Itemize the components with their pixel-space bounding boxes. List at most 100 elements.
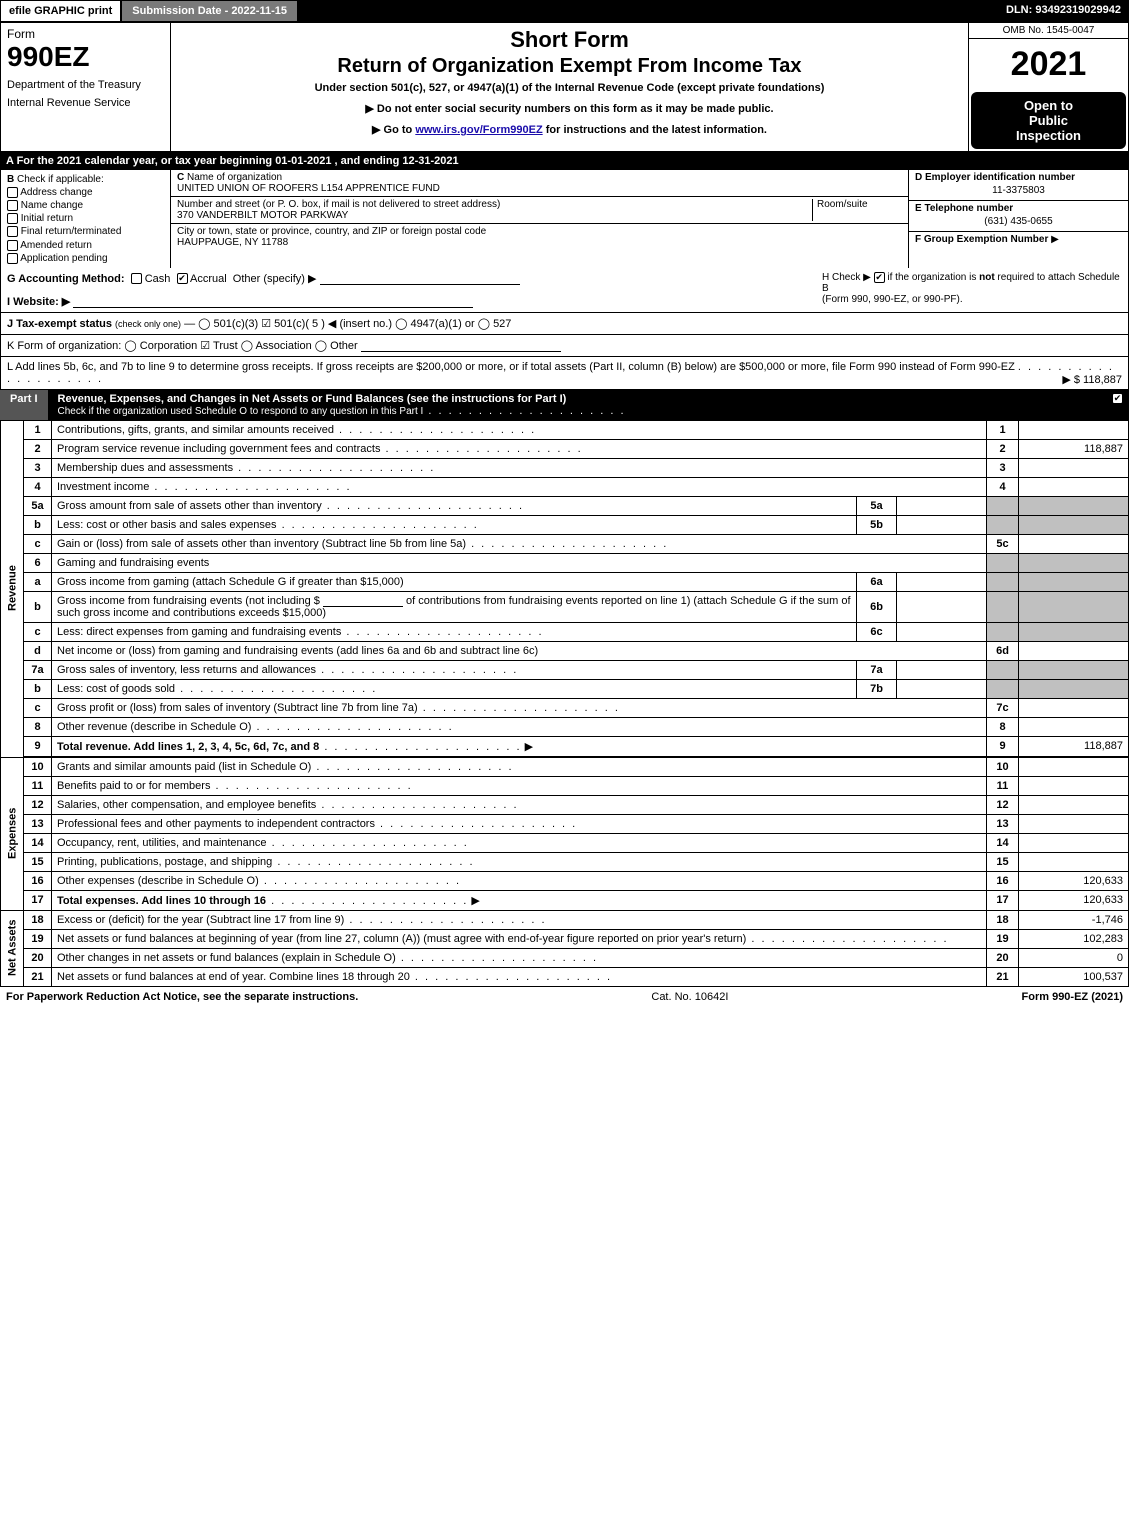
section-expenses: Expenses <box>1 757 24 910</box>
ln8-num: 8 <box>24 717 52 736</box>
footer: For Paperwork Reduction Act Notice, see … <box>0 987 1129 1007</box>
ln10-col: 10 <box>987 757 1019 776</box>
ln5c-val <box>1019 534 1129 553</box>
open2: Public <box>973 113 1124 128</box>
ln6a-num: a <box>24 572 52 591</box>
chk-address-change[interactable]: Address change <box>7 187 164 198</box>
submission-date: Submission Date - 2022-11-15 <box>121 0 298 22</box>
part-i-header: Part I Revenue, Expenses, and Changes in… <box>0 390 1129 420</box>
ln5b-text: Less: cost or other basis and sales expe… <box>57 519 277 531</box>
g-cash[interactable]: Cash <box>145 273 171 285</box>
ln19-num: 19 <box>24 929 52 948</box>
efile-print[interactable]: efile GRAPHIC print <box>0 0 121 22</box>
ln20-num: 20 <box>24 948 52 967</box>
ln6b-sub: 6b <box>857 591 897 622</box>
dln: DLN: 93492319029942 <box>998 0 1129 22</box>
ln7a-num: 7a <box>24 660 52 679</box>
h-checkbox[interactable] <box>874 272 885 283</box>
ln10-num: 10 <box>24 757 52 776</box>
footer-catno: Cat. No. 10642I <box>358 991 1021 1003</box>
ln5b-subval <box>897 515 987 534</box>
b-letter: B <box>7 174 14 185</box>
irs-link[interactable]: www.irs.gov/Form990EZ <box>415 124 542 136</box>
ln2-col: 2 <box>987 439 1019 458</box>
footer-left: For Paperwork Reduction Act Notice, see … <box>6 991 358 1003</box>
dept-treasury: Department of the Treasury <box>7 79 164 91</box>
ln5a-sub: 5a <box>857 496 897 515</box>
ln21-col: 21 <box>987 967 1019 986</box>
chk-pending[interactable]: Application pending <box>7 253 164 264</box>
ln3-text: Membership dues and assessments <box>57 462 233 474</box>
ln4-val <box>1019 477 1129 496</box>
chk-amended[interactable]: Amended return <box>7 240 164 251</box>
ln4-col: 4 <box>987 477 1019 496</box>
ln18-num: 18 <box>24 910 52 929</box>
f-label: F Group Exemption Number <box>915 234 1048 245</box>
org-name: UNITED UNION OF ROOFERS L154 APPRENTICE … <box>177 183 440 194</box>
open-to-public: Open to Public Inspection <box>971 92 1126 149</box>
ln11-col: 11 <box>987 776 1019 795</box>
ln20-val: 0 <box>1019 948 1129 967</box>
ln6c-sub: 6c <box>857 622 897 641</box>
ln7a-text: Gross sales of inventory, less returns a… <box>57 664 316 676</box>
g-other[interactable]: Other (specify) ▶ <box>233 273 317 285</box>
section-netassets: Net Assets <box>1 910 24 986</box>
i-website: I Website: ▶ <box>7 296 70 308</box>
ln9-col: 9 <box>987 736 1019 756</box>
ln7c-col: 7c <box>987 698 1019 717</box>
ln16-val: 120,633 <box>1019 871 1129 890</box>
ln13-col: 13 <box>987 814 1019 833</box>
ln7c-num: c <box>24 698 52 717</box>
ln11-text: Benefits paid to or for members <box>57 780 210 792</box>
ln2-text: Program service revenue including govern… <box>57 443 380 455</box>
ln4-num: 4 <box>24 477 52 496</box>
ln12-col: 12 <box>987 795 1019 814</box>
row-j: J Tax-exempt status (check only one) — ◯… <box>0 313 1129 335</box>
d-label: D Employer identification number <box>915 172 1122 183</box>
part-i-checkbox[interactable] <box>1112 393 1123 404</box>
city-label: City or town, state or province, country… <box>177 226 486 237</box>
ln20-text: Other changes in net assets or fund bala… <box>57 952 396 964</box>
part-i-title: Revenue, Expenses, and Changes in Net As… <box>58 393 567 405</box>
org-city: HAUPPAUGE, NY 11788 <box>177 237 288 248</box>
ln16-text: Other expenses (describe in Schedule O) <box>57 875 259 887</box>
ln4-text: Investment income <box>57 481 149 493</box>
ein: 11-3375803 <box>915 183 1122 198</box>
ln13-text: Professional fees and other payments to … <box>57 818 375 830</box>
ln10-val <box>1019 757 1129 776</box>
ln7b-text: Less: cost of goods sold <box>57 683 175 695</box>
ln7b-sub: 7b <box>857 679 897 698</box>
ln17-col: 17 <box>987 890 1019 910</box>
ln11-num: 11 <box>24 776 52 795</box>
ln14-text: Occupancy, rent, utilities, and maintena… <box>57 837 267 849</box>
street-label: Number and street (or P. O. box, if mail… <box>177 199 500 210</box>
l-amount: ▶ $ 118,887 <box>1062 373 1122 386</box>
ln8-text: Other revenue (describe in Schedule O) <box>57 721 251 733</box>
part-i-label: Part I <box>0 390 48 420</box>
ln6d-col: 6d <box>987 641 1019 660</box>
k-text[interactable]: K Form of organization: ◯ Corporation ☑ … <box>7 340 358 352</box>
lines-table: Revenue 1 Contributions, gifts, grants, … <box>0 420 1129 987</box>
ln7c-text: Gross profit or (loss) from sales of inv… <box>57 702 418 714</box>
j-options[interactable]: — ◯ 501(c)(3) ☑ 501(c)( 5 ) ◀ (insert no… <box>184 318 511 330</box>
f-arrow: ▶ <box>1051 234 1059 245</box>
chk-initial-return[interactable]: Initial return <box>7 213 164 224</box>
ln5b-num: b <box>24 515 52 534</box>
room-suite-label: Room/suite <box>812 199 902 221</box>
chk-final-return[interactable]: Final return/terminated <box>7 226 164 237</box>
row-k: K Form of organization: ◯ Corporation ☑ … <box>0 335 1129 357</box>
ln17-val: 120,633 <box>1019 890 1129 910</box>
ln18-col: 18 <box>987 910 1019 929</box>
form-number: 990EZ <box>7 41 164 73</box>
g-accrual[interactable]: Accrual <box>190 273 227 285</box>
ln2-val: 118,887 <box>1019 439 1129 458</box>
ln1-val <box>1019 420 1129 439</box>
form-header: Form 990EZ Department of the Treasury In… <box>0 22 1129 152</box>
ln6d-num: d <box>24 641 52 660</box>
chk-name-change[interactable]: Name change <box>7 200 164 211</box>
ln9-text: Total revenue. Add lines 1, 2, 3, 4, 5c,… <box>57 741 319 753</box>
ln6b-text1: Gross income from fundraising events (no… <box>57 595 320 607</box>
ln6b-num: b <box>24 591 52 622</box>
section-revenue: Revenue <box>1 420 24 757</box>
ln19-col: 19 <box>987 929 1019 948</box>
